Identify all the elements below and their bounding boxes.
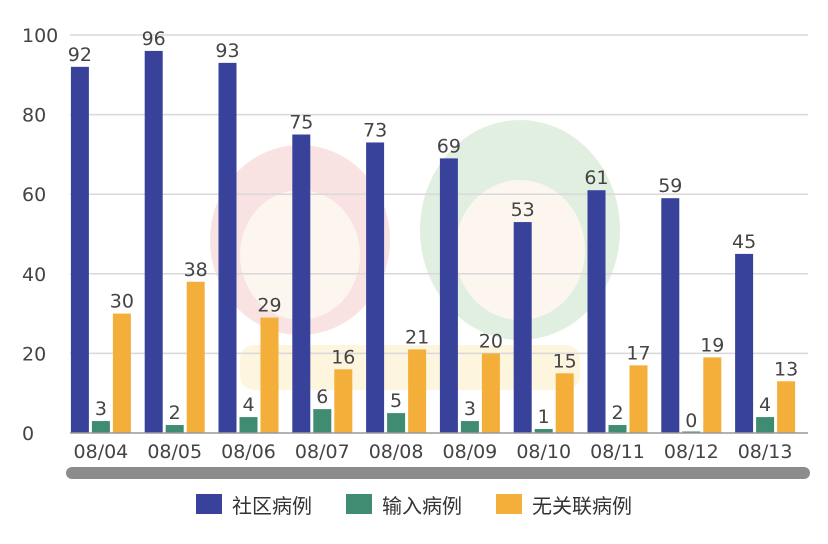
bar-s1-08/04[interactable] <box>91 421 110 433</box>
y-tick-label-40: 40 <box>22 264 46 286</box>
data-label-s0-08/09: 69 <box>437 135 461 157</box>
bar-s0-08/06[interactable] <box>218 62 237 434</box>
legend-swatch-unlinked <box>496 494 522 514</box>
chart-legend: 社区病例 输入病例 无关联病例 <box>0 487 828 521</box>
bar-s1-08/09[interactable] <box>460 421 479 433</box>
legend-label-unlinked: 无关联病例 <box>532 493 632 518</box>
data-label-s0-08/11: 61 <box>584 167 608 189</box>
data-label-s2-08/04: 30 <box>110 291 134 313</box>
data-label-s0-08/04: 92 <box>68 44 92 66</box>
x-tick-label-08/05: 08/05 <box>147 441 202 463</box>
data-label-s2-08/05: 38 <box>184 259 208 281</box>
legend-label-community: 社区病例 <box>232 493 312 518</box>
y-tick-label-80: 80 <box>22 105 46 127</box>
legend-swatch-community <box>196 494 222 514</box>
legend-item-imported[interactable]: 输入病例 <box>346 490 462 519</box>
data-label-s1-08/10: 1 <box>538 406 550 428</box>
data-label-s2-08/07: 16 <box>331 346 355 368</box>
bar-s0-08/08[interactable] <box>366 142 385 433</box>
legend-item-unlinked[interactable]: 无关联病例 <box>496 490 632 519</box>
legend-item-community[interactable]: 社区病例 <box>196 490 312 519</box>
y-tick-label-60: 60 <box>22 184 46 206</box>
data-label-s1-08/12: 0 <box>685 410 697 432</box>
data-label-s1-08/13: 4 <box>759 394 771 416</box>
x-tick-label-08/09: 08/09 <box>443 441 498 463</box>
x-tick-label-08/04: 08/04 <box>74 441 129 463</box>
data-label-s1-08/08: 5 <box>390 390 402 412</box>
data-label-s0-08/10: 53 <box>511 199 535 221</box>
x-tick-label-08/11: 08/11 <box>590 441 645 463</box>
data-label-s2-08/13: 13 <box>774 358 798 380</box>
data-label-s1-08/05: 2 <box>169 402 181 424</box>
x-tick-label-08/13: 08/13 <box>738 441 793 463</box>
bar-s2-08/11[interactable] <box>629 365 648 433</box>
legend-swatch-imported <box>346 494 372 514</box>
data-label-s0-08/08: 73 <box>363 119 387 141</box>
bar-s0-08/13[interactable] <box>735 253 754 433</box>
bar-s1-08/07[interactable] <box>313 409 332 433</box>
x-tick-label-08/08: 08/08 <box>369 441 424 463</box>
data-label-s0-08/06: 93 <box>215 40 239 62</box>
x-tick-label-08/06: 08/06 <box>221 441 276 463</box>
bar-s1-08/05[interactable] <box>165 425 184 433</box>
data-label-s1-08/11: 2 <box>611 402 623 424</box>
data-label-s1-08/06: 4 <box>242 394 254 416</box>
bar-s1-08/06[interactable] <box>239 417 258 433</box>
x-tick-label-08/12: 08/12 <box>664 441 719 463</box>
bar-s0-08/04[interactable] <box>70 66 89 433</box>
data-label-s1-08/09: 3 <box>464 398 476 420</box>
data-label-s2-08/09: 20 <box>479 330 503 352</box>
bar-s2-08/06[interactable] <box>260 317 279 433</box>
bar-s2-08/04[interactable] <box>112 313 131 433</box>
bar-s0-08/05[interactable] <box>144 50 163 434</box>
bar-s0-08/09[interactable] <box>439 158 458 433</box>
data-label-s0-08/12: 59 <box>658 175 682 197</box>
y-tick-label-0: 0 <box>22 423 34 445</box>
bar-s1-08/08[interactable] <box>387 413 406 433</box>
data-label-s0-08/05: 96 <box>142 28 166 50</box>
bar-s2-08/09[interactable] <box>481 353 500 433</box>
bar-s2-08/07[interactable] <box>334 369 353 433</box>
data-label-s2-08/08: 21 <box>405 326 429 348</box>
bar-s2-08/08[interactable] <box>408 349 427 433</box>
data-label-s2-08/12: 19 <box>700 334 724 356</box>
data-label-s0-08/13: 45 <box>732 231 756 253</box>
y-tick-label-20: 20 <box>22 343 46 365</box>
bar-s1-08/13[interactable] <box>756 417 775 433</box>
bar-s2-08/10[interactable] <box>555 373 574 433</box>
data-label-s2-08/11: 17 <box>626 342 650 364</box>
bar-s0-08/11[interactable] <box>587 190 606 433</box>
data-label-s1-08/04: 3 <box>95 398 107 420</box>
x-tick-label-08/10: 08/10 <box>516 441 571 463</box>
data-label-s2-08/10: 15 <box>553 350 577 372</box>
bar-s0-08/10[interactable] <box>513 222 532 433</box>
bar-s0-08/07[interactable] <box>292 134 311 434</box>
legend-label-imported: 输入病例 <box>382 493 462 518</box>
bar-s1-08/11[interactable] <box>608 425 627 433</box>
data-label-s2-08/06: 29 <box>257 295 281 317</box>
data-label-s1-08/07: 6 <box>316 386 328 408</box>
x-tick-label-08/07: 08/07 <box>295 441 350 463</box>
bar-s2-08/05[interactable] <box>186 281 205 433</box>
bar-s2-08/13[interactable] <box>777 381 796 433</box>
bar-s2-08/12[interactable] <box>703 357 722 433</box>
horizontal-scrollbar[interactable] <box>66 467 810 479</box>
bar-s0-08/12[interactable] <box>661 198 680 433</box>
data-label-s0-08/07: 75 <box>289 112 313 134</box>
bar-s1-08/10[interactable] <box>534 429 553 433</box>
y-tick-label-100: 100 <box>22 25 58 47</box>
